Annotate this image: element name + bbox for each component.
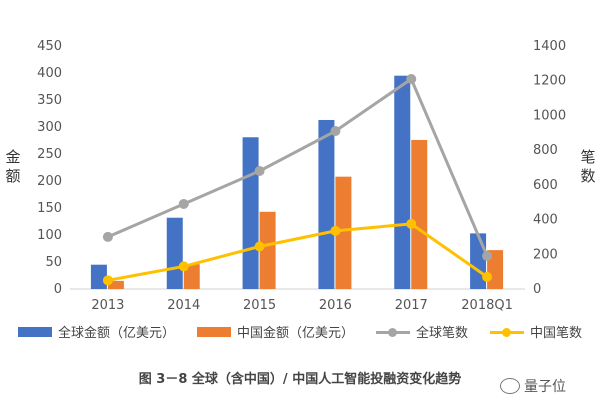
- series-line-global: [107, 76, 489, 257]
- x-tick-label: 2014: [167, 298, 200, 313]
- y2-tick-label: 200: [533, 247, 558, 262]
- y2-tick-label: 600: [533, 178, 558, 193]
- legend-item: 全球金额（亿美元）: [17, 322, 175, 341]
- x-tick-label: 2017: [395, 298, 428, 313]
- point-china: [102, 275, 113, 286]
- legend-label: 全球笔数: [416, 326, 469, 341]
- y2-tick-label: 400: [533, 213, 558, 228]
- point-china: [330, 225, 341, 236]
- point-china: [482, 271, 493, 282]
- y2-tick-label: 1000: [533, 108, 566, 123]
- bar-global: [90, 264, 107, 289]
- point-global: [482, 251, 493, 262]
- bar-global: [394, 75, 411, 289]
- point-global: [178, 198, 189, 209]
- legend-line-swatch: [490, 327, 525, 337]
- x-tick-label: 2013: [91, 298, 124, 313]
- y-tick-label: 0: [54, 282, 62, 297]
- x-tick-label: 2016: [319, 298, 352, 313]
- y-tick-label: 150: [37, 201, 62, 216]
- y-axis-title: 金额: [5, 148, 20, 185]
- watermark-text: 量子位: [524, 379, 566, 395]
- legend-item: 中国金额（亿美元）: [196, 322, 354, 341]
- legend-bar-swatch: [196, 326, 231, 337]
- y2-tick-label: 1200: [533, 74, 566, 89]
- bar-china: [411, 139, 428, 289]
- y2-axis-title: 笔数: [580, 148, 595, 185]
- legend-bar-swatch: [17, 326, 52, 337]
- bar-china: [259, 211, 276, 289]
- y-tick-label: 350: [37, 93, 62, 108]
- point-global: [330, 126, 341, 137]
- legend-item: 全球笔数: [376, 322, 468, 341]
- bar-china: [183, 264, 200, 289]
- chart: 0 50 100 150 200 250 300 350 400 450 0 200 400 600 800…: [5, 39, 595, 313]
- chart-caption: 图 3－8 全球（含中国）/ 中国人工智能投融资变化趋势: [138, 372, 462, 387]
- point-global: [406, 73, 417, 84]
- legend-label: 全球金额（亿美元）: [57, 326, 175, 341]
- watermark: 量子位: [500, 376, 566, 396]
- legend: 全球金额（亿美元） 中国金额（亿美元） 全球笔数 中国笔数: [0, 322, 600, 341]
- legend-label: 中国笔数: [530, 326, 583, 341]
- point-global: [254, 165, 265, 176]
- series-line-china: [107, 222, 488, 282]
- bar-global: [242, 137, 259, 289]
- bar-china: [107, 280, 124, 289]
- y-tick-label: 200: [37, 174, 62, 189]
- legend-line-swatch: [376, 327, 410, 337]
- y-tick-label: 250: [37, 147, 62, 162]
- x-tick-label: 2018Q1: [461, 298, 513, 313]
- y-tick-label: 400: [37, 66, 62, 81]
- y-tick-label: 100: [37, 228, 62, 243]
- point-china: [178, 261, 189, 272]
- bar-global: [470, 233, 487, 289]
- wechat-icon: [500, 378, 520, 394]
- legend-label: 中国金额（亿美元）: [236, 326, 354, 341]
- x-tick-label: 2015: [243, 298, 276, 313]
- bar-global: [166, 217, 183, 289]
- bar-china: [335, 176, 352, 289]
- y2-tick-label: 1400: [533, 39, 566, 54]
- y-tick-label: 450: [37, 39, 62, 54]
- legend-item: 中国笔数: [490, 322, 582, 341]
- point-china: [254, 241, 265, 252]
- y2-tick-label: 800: [533, 143, 558, 158]
- point-global: [102, 231, 113, 242]
- point-china: [406, 218, 417, 229]
- y2-tick-label: 0: [533, 282, 541, 297]
- bar-global: [318, 119, 335, 289]
- y-tick-label: 300: [37, 120, 62, 135]
- y-tick-label: 50: [45, 255, 62, 270]
